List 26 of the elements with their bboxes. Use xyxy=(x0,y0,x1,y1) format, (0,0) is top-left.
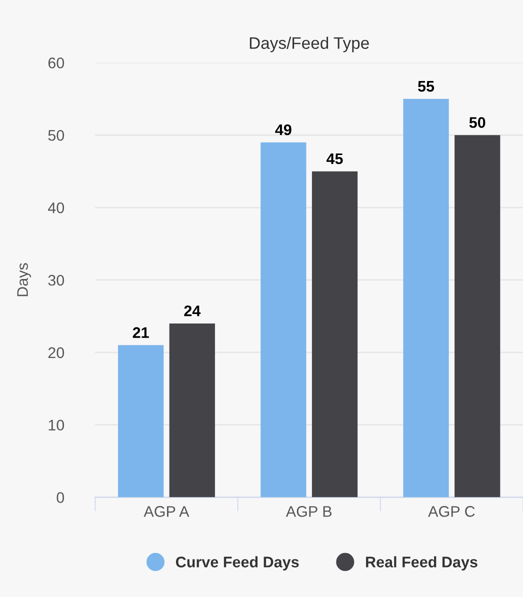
x-tick-label: AGP C xyxy=(428,506,475,517)
bar xyxy=(403,98,449,498)
chart-title: Days/Feed Type xyxy=(250,36,369,52)
data-label: 24 xyxy=(184,305,201,316)
bar xyxy=(118,345,164,498)
legend-label: Real Feed Days xyxy=(366,556,478,570)
y-axis-title: Days xyxy=(17,263,31,296)
data-label: 45 xyxy=(326,153,343,164)
y-tick-label: 60 xyxy=(48,58,64,68)
data-label: 50 xyxy=(469,117,486,128)
bar xyxy=(454,135,500,498)
data-label: 55 xyxy=(418,81,434,92)
y-tick-label: 30 xyxy=(48,274,64,286)
bar xyxy=(169,323,215,498)
data-label: 21 xyxy=(132,327,149,338)
y-tick-label: 50 xyxy=(48,130,64,141)
x-tick-label: AGP A xyxy=(144,506,190,517)
y-tick-label: 10 xyxy=(48,420,64,431)
data-label: 49 xyxy=(275,124,292,136)
bar xyxy=(312,171,358,498)
bar xyxy=(260,142,306,498)
y-tick-label: 40 xyxy=(48,202,64,214)
legend-label: Curve Feed Days xyxy=(176,556,299,570)
y-tick-label: 20 xyxy=(48,347,64,358)
y-tick-label: 0 xyxy=(56,492,64,503)
x-tick-label: AGP B xyxy=(286,506,332,517)
